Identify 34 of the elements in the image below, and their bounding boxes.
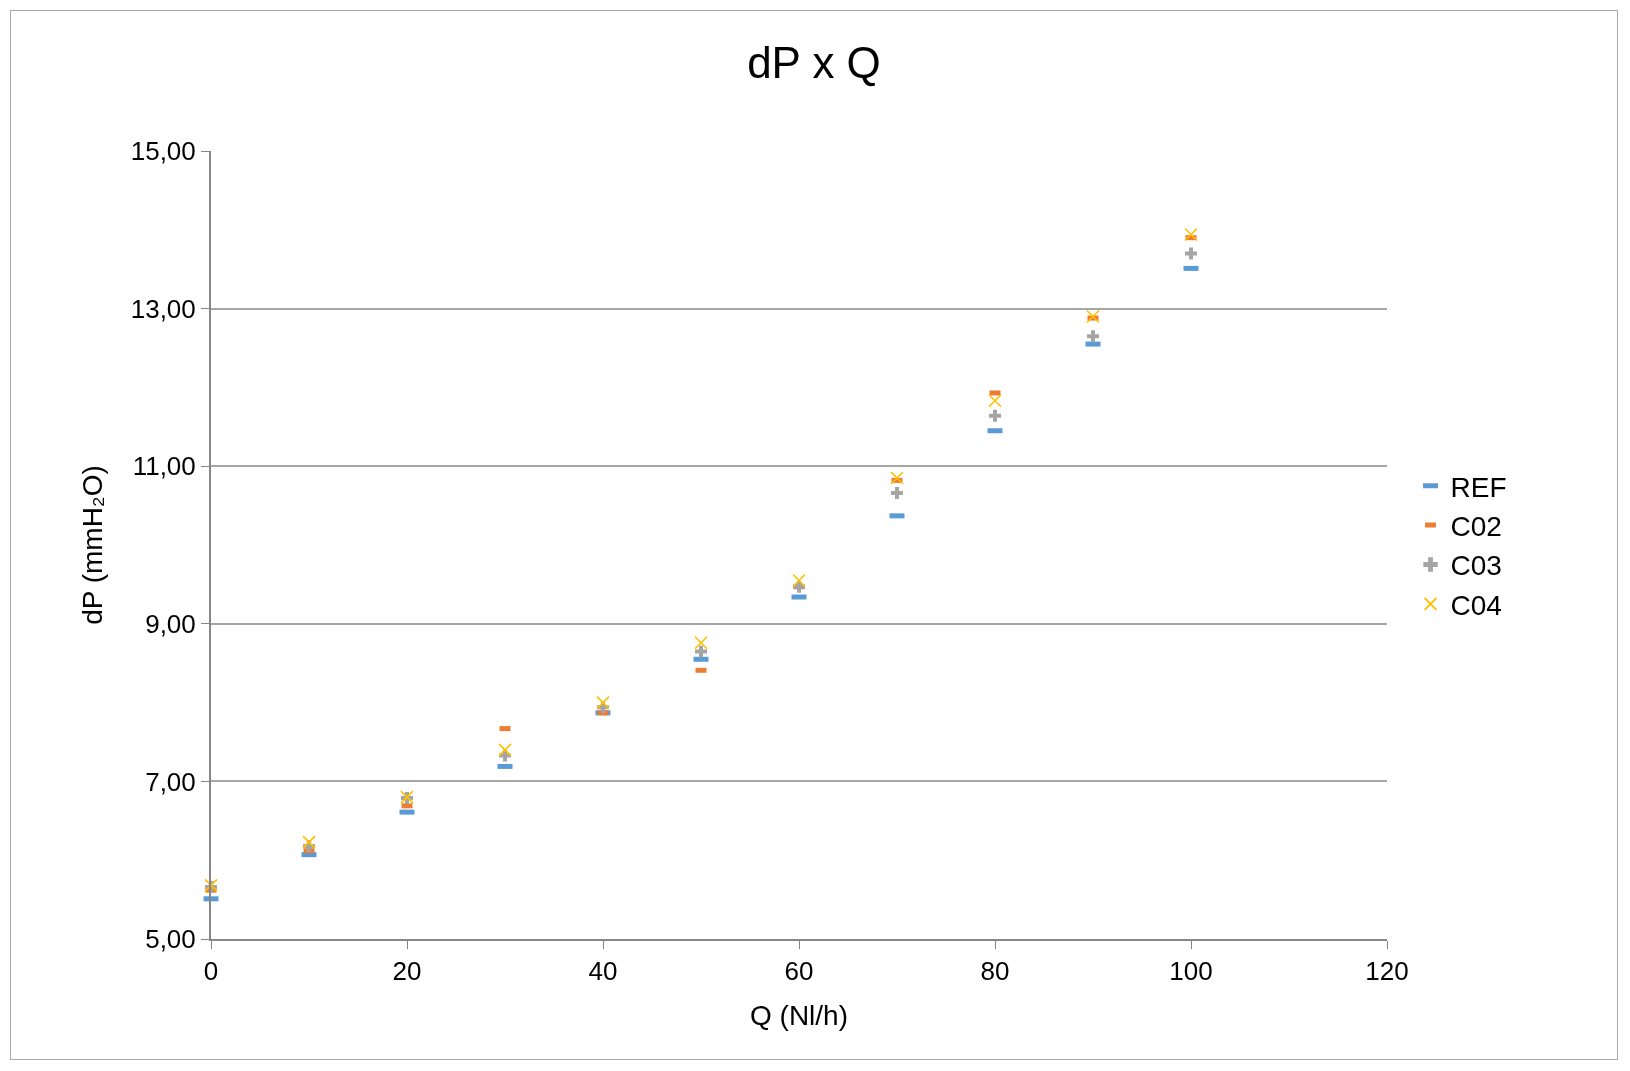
x-tick-label: 20 xyxy=(392,956,422,987)
x-tick-label: 120 xyxy=(1365,956,1409,987)
point xyxy=(695,645,707,658)
x-tick-label: 100 xyxy=(1169,956,1213,987)
legend-label: REF xyxy=(1450,471,1507,503)
point xyxy=(1087,330,1099,343)
point xyxy=(792,573,806,588)
point xyxy=(1086,309,1100,324)
point xyxy=(596,695,610,710)
point xyxy=(498,743,512,757)
y-tick-label: 7,00 xyxy=(145,766,196,797)
point xyxy=(890,471,904,485)
legend-label: C03 xyxy=(1450,550,1502,582)
chart-title: dP x Q xyxy=(747,38,881,88)
x-axis-title: Q (Nl/h) xyxy=(750,999,848,1031)
x-tick-label: 40 xyxy=(588,956,618,987)
point xyxy=(989,409,1001,422)
y-tick-label: 15,00 xyxy=(130,136,196,167)
x-tick-label: 0 xyxy=(203,956,219,987)
x-tick-label: 60 xyxy=(784,956,814,987)
x-tick-label: 80 xyxy=(980,956,1010,987)
y-tick-label: 9,00 xyxy=(145,608,196,639)
y-tick-label: 13,00 xyxy=(130,293,196,324)
legend-label: C02 xyxy=(1450,511,1502,543)
point xyxy=(694,635,708,650)
y-tick-label: 11,00 xyxy=(132,451,196,482)
point xyxy=(1185,247,1197,260)
point xyxy=(1184,227,1198,242)
point xyxy=(988,394,1002,408)
y-axis-title: dP (mmH₂O) xyxy=(76,465,108,625)
point xyxy=(891,486,903,499)
point xyxy=(302,835,316,849)
y-tick-label: 5,00 xyxy=(145,924,196,955)
legend-label: C04 xyxy=(1450,589,1502,621)
